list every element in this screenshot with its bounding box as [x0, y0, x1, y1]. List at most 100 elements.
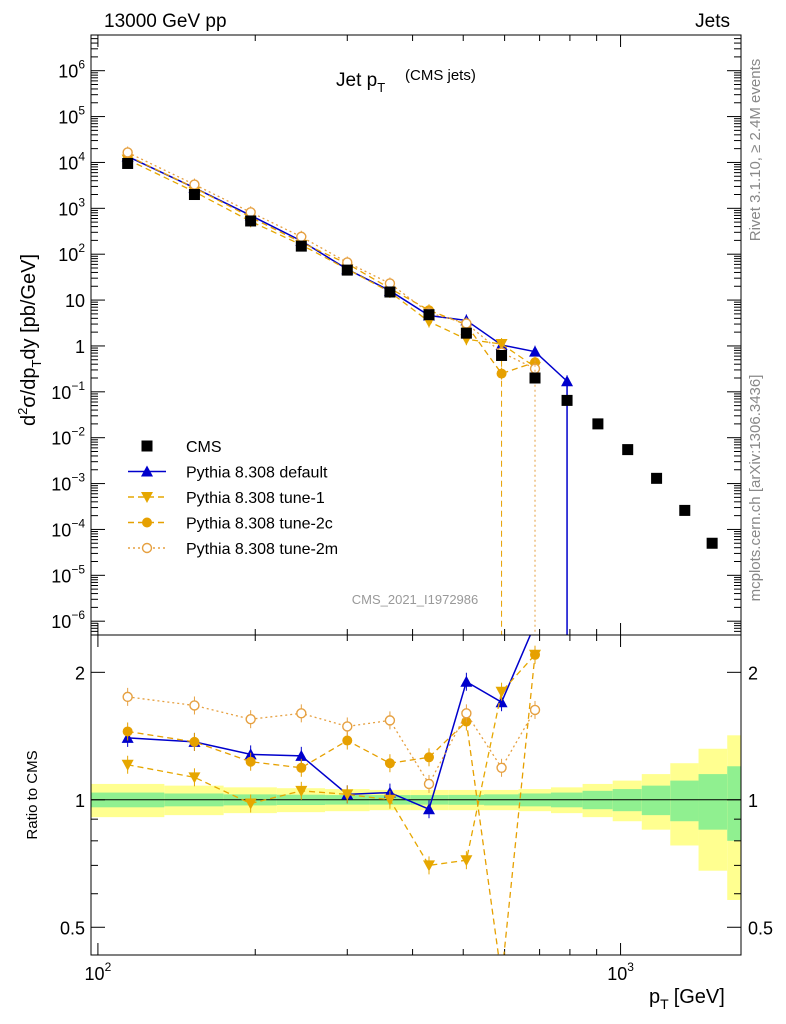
series-0-ratio-point	[295, 749, 308, 761]
series-3-point	[189, 179, 200, 190]
y-axis-label-bottom: Ratio to CMS	[24, 750, 41, 839]
cms-point	[622, 444, 634, 456]
band-inner	[727, 766, 741, 841]
series-3-ratio-point	[384, 715, 396, 726]
bottom-y-tick-label-right: 0.5	[748, 918, 773, 938]
x-tick-label: 103	[607, 960, 634, 984]
series-3-ratio-point	[423, 778, 435, 790]
series-3-line-top	[127, 151, 536, 370]
top-y-tick-label: 10−1	[51, 379, 85, 403]
series-3-ratio-point	[461, 708, 472, 719]
legend-marker	[142, 517, 152, 528]
bottom-y-tick-label-right: 2	[748, 663, 758, 683]
title-extra: (CMS jets)	[405, 67, 476, 84]
series-1-ratio-point	[341, 789, 354, 801]
y-axis-label-top: d2σ/dpTdy [pb/GeV]	[15, 254, 44, 426]
band-inner	[670, 780, 699, 822]
watermark: CMS_2021_I1972986	[352, 592, 479, 607]
cms-point	[423, 309, 435, 321]
top-y-tick-label: 106	[58, 58, 85, 82]
chart-title: Jet pT (CMS jets)	[336, 67, 476, 95]
x-axis-label: pT [GeV]	[649, 986, 725, 1012]
legend-marker	[141, 542, 153, 554]
top-y-tick-label: 10−4	[51, 516, 85, 540]
series-3-point	[245, 207, 256, 218]
svg-text:d2σ/dpTdy [pb/GeV]: d2σ/dpTdy [pb/GeV]	[15, 254, 44, 426]
series-2-ratio-point	[530, 649, 541, 660]
series-0-ratio-point	[460, 675, 473, 687]
cms-point	[706, 537, 718, 549]
series-3-point	[296, 231, 307, 242]
series-2-ratio-point	[497, 973, 507, 983]
panel-frames	[90, 34, 742, 956]
cms-point	[122, 157, 134, 169]
cms-point	[384, 286, 396, 298]
series-0-ratio-point	[422, 803, 435, 815]
cms-point	[679, 504, 691, 516]
bottom-panel-ticks	[91, 635, 741, 955]
series-3-point	[461, 318, 472, 329]
cms-point	[651, 472, 663, 484]
header-left: 13000 GeV pp	[104, 11, 227, 32]
cms-point	[188, 189, 200, 201]
series-3-ratio-point	[296, 708, 307, 719]
series-3-line-ratio	[127, 696, 536, 786]
bottom-y-tick-label-left: 1	[75, 791, 85, 811]
series-3-point	[122, 147, 133, 158]
series-1-line-ratio	[127, 654, 536, 867]
title-sub: T	[377, 80, 385, 95]
uncertainty-bands	[91, 735, 741, 900]
legend: CMS Pythia 8.308 default Pythia 8.308 tune…	[128, 439, 338, 558]
series-1-ratio-point	[495, 686, 508, 698]
top-y-tick-label: 103	[58, 195, 85, 219]
series-1-line-top	[127, 159, 536, 368]
bottom-y-tick-label-left: 0.5	[60, 918, 85, 938]
cms-point	[245, 215, 257, 227]
bottom-y-tick-label-right: 1	[748, 791, 758, 811]
top-y-tick-label: 10−6	[51, 608, 85, 632]
top-y-tick-label: 104	[58, 149, 85, 173]
band-inner	[641, 785, 671, 816]
top-y-tick-label: 10	[65, 291, 85, 311]
top-y-tick-label: 105	[58, 104, 85, 128]
series-2-line-top	[127, 155, 536, 375]
svg-text:Jet pT: Jet pT	[336, 70, 385, 95]
rivet-label: Rivet 3.1.10, ≥ 2.4M events	[747, 59, 764, 242]
bottom-panel-frame	[90, 634, 742, 956]
legend-label: CMS	[186, 439, 222, 456]
series-3-ratio-point	[189, 700, 200, 711]
cms-point	[460, 327, 472, 339]
svg-text:pT[GeV]: pT [GeV]	[649, 986, 725, 1012]
series-1-ratio-point	[422, 860, 435, 872]
top-y-tick-label: 1	[75, 337, 85, 357]
series-2-ratio-point	[122, 726, 133, 737]
legend-marker	[141, 440, 153, 452]
series-0-point	[529, 345, 542, 357]
series-1-ratio-point	[188, 772, 201, 784]
series-2-ratio-point	[342, 735, 353, 746]
cms-point	[341, 264, 353, 276]
axis-labels: 102 10310610510410310210110−110−210−310−4…	[51, 58, 773, 984]
series-3-ratio-point	[529, 704, 541, 716]
series-3-ratio-point	[122, 691, 133, 703]
series-2-ratio-point	[384, 758, 395, 769]
legend-marker	[141, 492, 153, 503]
spectrum-marks	[121, 146, 718, 635]
series-0-point	[561, 375, 574, 387]
series-2-line-ratio	[127, 654, 536, 955]
mcplots-label: mcplots.cern.ch [arXiv:1306.3436]	[747, 375, 764, 602]
legend-label: Pythia 8.308 tune-2m	[186, 541, 338, 558]
series-3-ratio-point	[245, 713, 256, 725]
series-1-ratio-point	[383, 794, 396, 806]
cms-point	[592, 418, 604, 430]
series-1-ratio-point	[121, 759, 134, 771]
legend-label: Pythia 8.308 default	[186, 465, 328, 482]
bottom-y-tick-label-left: 2	[75, 663, 85, 683]
top-y-tick-label: 102	[58, 241, 85, 265]
x-tick-label: 102	[85, 960, 112, 984]
series-2-ratio-point	[296, 762, 307, 773]
top-y-tick-label: 10−2	[51, 425, 85, 449]
cms-point	[529, 372, 541, 384]
series-1-ratio-point	[295, 785, 308, 797]
